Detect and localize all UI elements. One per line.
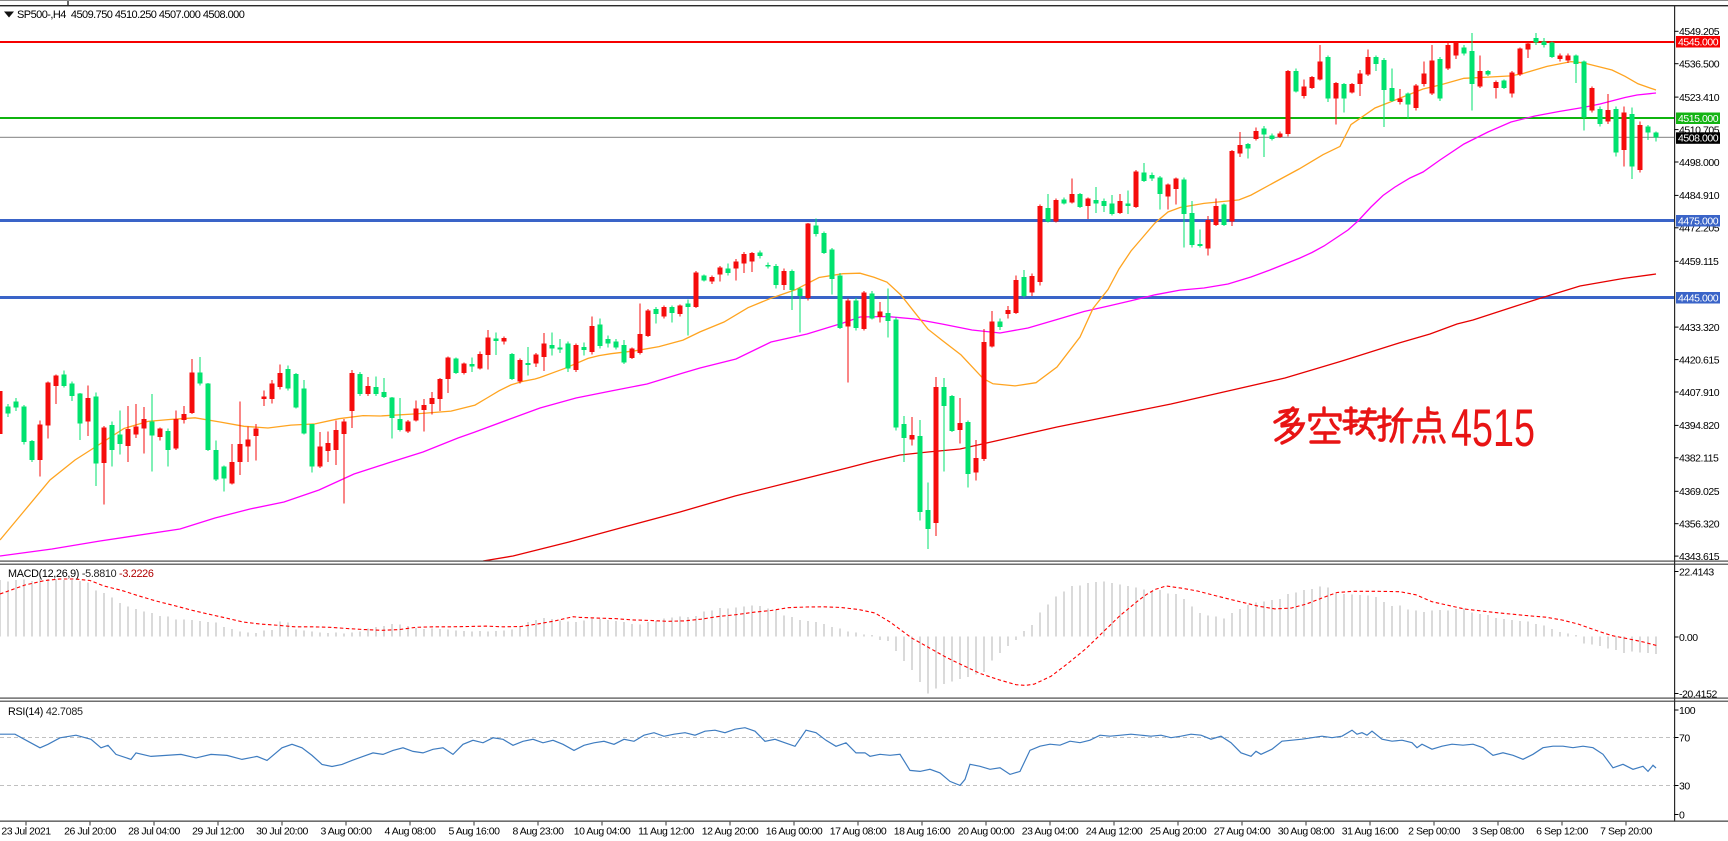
svg-text:30 Jul 20:00: 30 Jul 20:00 [256, 826, 308, 838]
svg-text:22.4143: 22.4143 [1679, 566, 1714, 578]
svg-text:0: 0 [1679, 809, 1685, 821]
svg-text:4484.910: 4484.910 [1679, 190, 1720, 202]
svg-text:12 Aug 20:00: 12 Aug 20:00 [702, 826, 759, 838]
svg-text:4394.820: 4394.820 [1679, 420, 1720, 432]
svg-text:SP500-,H4 4509.750 4510.250 4: SP500-,H4 4509.750 4510.250 4507.000 450… [17, 9, 245, 21]
svg-text:23 Aug 04:00: 23 Aug 04:00 [1022, 826, 1079, 838]
svg-text:20 Aug 00:00: 20 Aug 00:00 [958, 826, 1015, 838]
svg-text:4433.320: 4433.320 [1679, 322, 1720, 334]
svg-text:4498.000: 4498.000 [1679, 157, 1720, 169]
svg-text:4420.615: 4420.615 [1679, 354, 1720, 366]
svg-text:4369.025: 4369.025 [1679, 486, 1720, 498]
svg-text:31 Aug 16:00: 31 Aug 16:00 [1342, 826, 1399, 838]
svg-text:11 Aug 12:00: 11 Aug 12:00 [638, 826, 694, 838]
svg-text:8 Aug 23:00: 8 Aug 23:00 [512, 826, 564, 838]
svg-text:3 Sep 08:00: 3 Sep 08:00 [1472, 826, 1524, 838]
svg-text:27 Aug 04:00: 27 Aug 04:00 [1214, 826, 1271, 838]
svg-text:16 Aug 00:00: 16 Aug 00:00 [766, 826, 823, 838]
svg-text:29 Jul 12:00: 29 Jul 12:00 [192, 826, 244, 838]
svg-text:18 Aug 16:00: 18 Aug 16:00 [894, 826, 951, 838]
svg-text:17 Aug 08:00: 17 Aug 08:00 [830, 826, 887, 838]
svg-text:6 Sep 12:00: 6 Sep 12:00 [1536, 826, 1588, 838]
svg-text:-20.4152: -20.4152 [1679, 688, 1717, 700]
svg-text:4445.000: 4445.000 [1678, 292, 1719, 304]
svg-text:4 Aug 08:00: 4 Aug 08:00 [384, 826, 436, 838]
svg-text:4475.000: 4475.000 [1678, 215, 1719, 227]
svg-text:23 Jul 2021: 23 Jul 2021 [1, 826, 51, 838]
svg-text:4459.115: 4459.115 [1679, 256, 1719, 268]
svg-text:4549.205: 4549.205 [1679, 26, 1720, 38]
svg-text:25 Aug 20:00: 25 Aug 20:00 [1150, 826, 1207, 838]
svg-text:30 Aug 08:00: 30 Aug 08:00 [1278, 826, 1335, 838]
svg-text:70: 70 [1679, 732, 1690, 744]
svg-text:100: 100 [1679, 705, 1696, 717]
svg-text:24 Aug 12:00: 24 Aug 12:00 [1086, 826, 1143, 838]
svg-text:4382.115: 4382.115 [1679, 453, 1719, 465]
svg-text:3 Aug 00:00: 3 Aug 00:00 [320, 826, 372, 838]
svg-text:5 Aug 16:00: 5 Aug 16:00 [448, 826, 500, 838]
svg-text:4407.910: 4407.910 [1679, 387, 1720, 399]
svg-text:7 Sep 20:00: 7 Sep 20:00 [1600, 826, 1652, 838]
svg-text:4515.000: 4515.000 [1678, 113, 1719, 125]
svg-text:4545.000: 4545.000 [1678, 36, 1719, 48]
svg-text:4356.320: 4356.320 [1679, 519, 1720, 531]
svg-text:2 Sep 00:00: 2 Sep 00:00 [1408, 826, 1460, 838]
svg-text:4523.410: 4523.410 [1679, 92, 1720, 104]
svg-text:4515: 4515 [1451, 399, 1535, 458]
svg-text:4508.000: 4508.000 [1678, 133, 1719, 145]
svg-text:10 Aug 04:00: 10 Aug 04:00 [574, 826, 631, 838]
svg-text:26 Jul 20:00: 26 Jul 20:00 [64, 826, 116, 838]
svg-text:0.00: 0.00 [1679, 632, 1698, 644]
svg-text:MACD(12,26,9) -5.8810 -3.2226: MACD(12,26,9) -5.8810 -3.2226 [8, 568, 154, 580]
svg-text:28 Jul 04:00: 28 Jul 04:00 [128, 826, 180, 838]
svg-text:4343.615: 4343.615 [1679, 551, 1720, 563]
svg-text:RSI(14) 42.7085: RSI(14) 42.7085 [8, 706, 83, 718]
svg-text:30: 30 [1679, 780, 1690, 792]
svg-text:4536.500: 4536.500 [1679, 59, 1720, 71]
